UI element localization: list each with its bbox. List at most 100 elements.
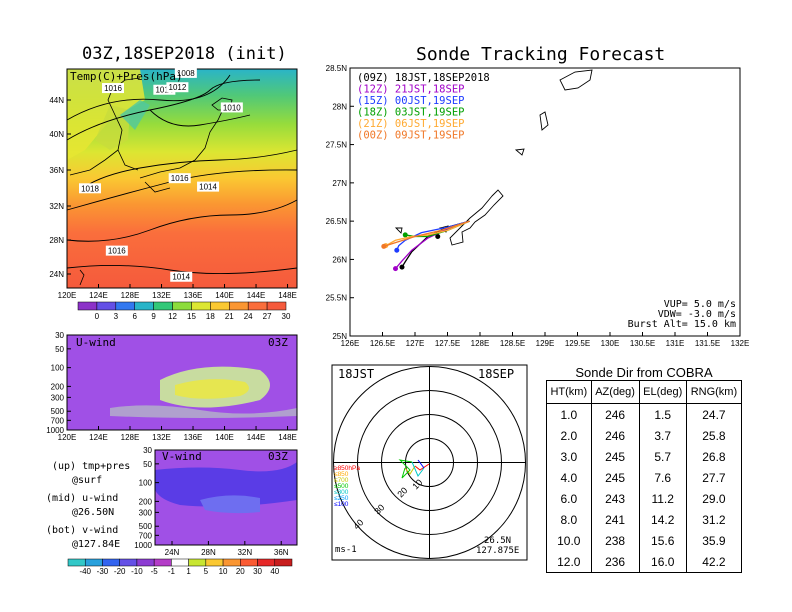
- temp-colorbar-label: 15: [187, 312, 196, 321]
- v-y-tick-label: 1000: [134, 541, 152, 550]
- note-5: @127.84E: [72, 539, 121, 550]
- wind-colorbar-label: 30: [253, 567, 262, 576]
- track-lon-tick-label: 126.5E: [370, 339, 395, 348]
- temp-colorbar-label: 27: [263, 312, 272, 321]
- temp-colorbar-label: 21: [225, 312, 234, 321]
- table-cell: 42.2: [685, 551, 743, 573]
- v-wind-mid: [200, 495, 260, 514]
- table-cell: 2.0: [546, 425, 592, 446]
- u-y-tick-label: 30: [55, 331, 64, 340]
- table-cell: 25.8: [685, 425, 743, 446]
- map-lat-tick-label: 44N: [49, 96, 64, 105]
- isobar-label: 1018: [81, 184, 99, 193]
- table-cell: 11.2: [638, 488, 687, 509]
- track-lat-tick-label: 25.5N: [326, 294, 348, 303]
- wind-colorbar-label: 20: [236, 567, 245, 576]
- polar-level-entry: ≤100: [334, 501, 349, 508]
- isobar-label-bg: [79, 183, 101, 194]
- v-wind-x-ticks: 24N 28N 32N 36N: [165, 541, 289, 557]
- u-wind-jet-core: [175, 379, 249, 399]
- isobar-label: 1014: [172, 273, 190, 282]
- sonde-table: HT(km) AZ(deg) EL(deg) RNG(km) 1.0 246 1.5…: [546, 380, 743, 573]
- wind-colorbar-label: 10: [219, 567, 228, 576]
- v-y-tick-label: 100: [139, 479, 153, 488]
- u-x-tick-label: 136E: [184, 433, 203, 442]
- u-x-tick-label: 120E: [58, 433, 77, 442]
- temp-colorbar-label: 9: [151, 312, 156, 321]
- track-lon-tick-label: 129E: [536, 339, 555, 348]
- track-legend-entry: (21Z) 06JST,19SEP: [357, 118, 464, 130]
- u-y-tick-label: 500: [51, 407, 65, 416]
- track-lon-tick-label: 132E: [731, 339, 750, 348]
- u-x-tick-label: 124E: [89, 433, 108, 442]
- isobar-label: 1010: [223, 103, 241, 112]
- track-legend-entry: (15Z) 00JST,19SEP: [357, 95, 464, 107]
- u-wind-time: 03Z: [268, 336, 288, 349]
- track-endpoint: [399, 264, 405, 270]
- sonde-table-title: Sonde Dir from COBRA: [575, 365, 713, 380]
- tracking-legend: (09Z) 18JST,18SEP2018(12Z) 21JST,18SEP(1…: [357, 72, 490, 142]
- track-lon-tick-label: 127.5E: [435, 339, 460, 348]
- track-param: Burst Alt= 15.0 km: [628, 319, 736, 330]
- u-y-tick-label: 300: [51, 393, 65, 402]
- v-y-tick-label: 500: [139, 522, 153, 531]
- polar-level-entry: ≤300: [334, 489, 349, 496]
- isobar-label-bg: [105, 245, 128, 256]
- table-cell: 245: [590, 446, 640, 467]
- map-lon-ticks: 120E 124E 128E 132E 136E 140E 144E 148E: [58, 284, 297, 300]
- table-cell: 4.0: [546, 467, 592, 488]
- v-x-tick-label: 36N: [274, 548, 289, 557]
- temp-colorbar-label: 3: [114, 312, 119, 321]
- table-cell: 6.0: [546, 488, 592, 509]
- table-cell: 24.7: [685, 403, 743, 425]
- track-legend-entry: (00Z) 09JST,19SEP: [357, 130, 464, 142]
- wind-colorbar-label: -20: [114, 567, 126, 576]
- wind-colorbar: -40 -30 -20 -10 -5 -1 1 5 10 20 30 40: [67, 558, 293, 576]
- temp-colorbar: 0 3 6 9 12 15 18 21 24 27 30: [77, 301, 291, 321]
- table-cell: 3.0: [546, 446, 592, 467]
- track-endpoint: [394, 247, 400, 253]
- table-row: 6.0 243 11.2 29.0: [546, 488, 743, 509]
- map-lat-tick-label: 40N: [49, 130, 64, 139]
- u-x-tick-label: 140E: [215, 433, 234, 442]
- u-x-tick-label: 144E: [247, 433, 266, 442]
- polar-lat: 26.5N: [484, 536, 512, 546]
- col-header-azimuth: AZ(deg): [590, 380, 640, 404]
- polar-lon: 127.875E: [476, 546, 520, 556]
- wind-colorbar-label: 40: [270, 567, 279, 576]
- track-legend-entry: (09Z) 18JST,18SEP2018: [357, 72, 490, 84]
- map-title: 03Z,18SEP2018 (init): [82, 44, 287, 64]
- isobar-label: 1008: [177, 69, 195, 78]
- table-cell: 238: [590, 530, 640, 551]
- note-1: @surf: [72, 475, 103, 486]
- v-x-tick-label: 24N: [165, 548, 180, 557]
- u-wind-x-ticks: 120E 124E 128E 132E 136E 140E 144E 148E: [58, 426, 297, 442]
- table-row: 12.0 236 16.0 42.2: [546, 551, 743, 573]
- isobar-label-bg: [174, 67, 197, 78]
- polar-level-entry: ≤850: [334, 471, 349, 478]
- track-lon-tick-label: 130.5E: [630, 339, 655, 348]
- temp-colorbar-label: 0: [95, 312, 100, 321]
- isobar-label: 1016: [171, 174, 189, 183]
- note-3: @26.50N: [72, 507, 115, 518]
- track-param: VUP= 5.0 m/s: [664, 299, 736, 310]
- track-lat-tick-label: 27N: [332, 179, 347, 188]
- map-lon-tick-label: 144E: [247, 291, 266, 300]
- col-header-range: RNG(km): [685, 380, 743, 404]
- track-lon-tick-label: 131.5E: [695, 339, 720, 348]
- v-wind-frame: [154, 449, 298, 546]
- u-x-tick-label: 132E: [152, 433, 171, 442]
- v-y-tick-label: 30: [143, 446, 152, 455]
- table-cell: 27.7: [685, 467, 743, 488]
- track-legend-entry: (18Z) 03JST,19SEP: [357, 107, 464, 119]
- sonde-table-body: 1.0 246 1.5 24.7 2.0 246 3.7 25.8 3.0 245 5.7 26.8 4…: [546, 403, 743, 573]
- tracking-lat-ticks: 28.5N 28N 27.5N 27N 26.5N 26N 25.5N 25N: [326, 64, 354, 341]
- isobars: [66, 74, 298, 274]
- u-y-tick-label: 700: [51, 416, 65, 425]
- isobar-label-bg: [197, 181, 220, 192]
- isobar-label-bg: [166, 82, 189, 93]
